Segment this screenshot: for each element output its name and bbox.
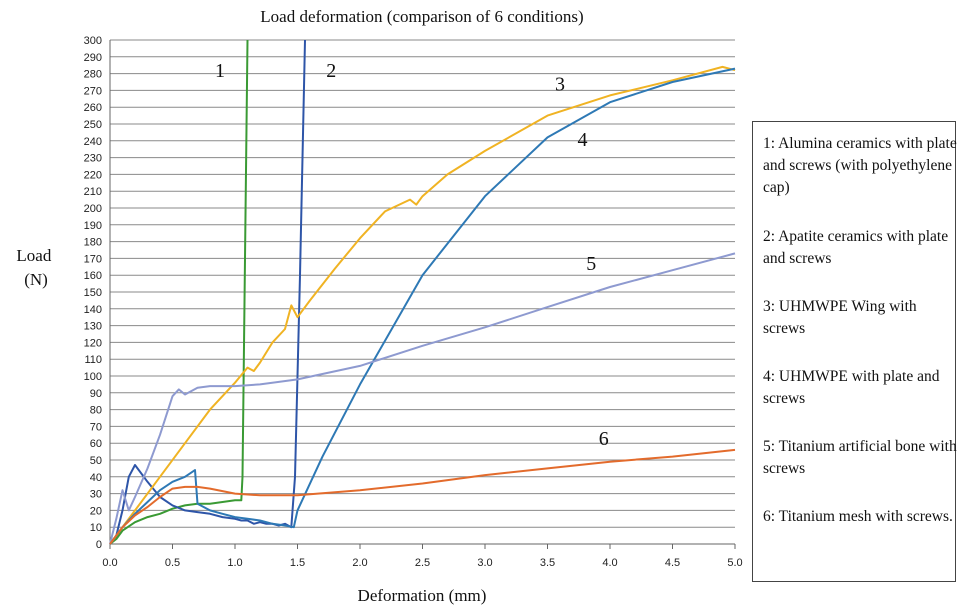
y-tick-label: 300 <box>84 35 102 47</box>
y-tick-label: 230 <box>84 153 102 165</box>
series-label-1: 1 <box>215 60 225 82</box>
x-tick-label: 4.5 <box>665 557 680 569</box>
x-tick-label: 0.5 <box>165 557 180 569</box>
x-tick-label: 3.0 <box>477 557 492 569</box>
y-tick-label: 280 <box>84 69 102 81</box>
series-lines <box>109 39 736 545</box>
series-labels: 1 2 3 4 5 6 <box>215 60 609 450</box>
y-tick-label: 40 <box>90 472 102 484</box>
series-label-5: 5 <box>586 253 596 275</box>
y-tick-label: 50 <box>90 455 102 467</box>
y-tick-label: 150 <box>84 287 102 299</box>
y-tick-label: 30 <box>90 489 102 501</box>
legend: 1: Alumina ceramics with plate and screw… <box>752 121 957 582</box>
legend-entry-2: 2: Apatite ceramics with plate and screw… <box>763 228 949 267</box>
series-label-2: 2 <box>326 60 336 82</box>
y-tick-label: 120 <box>84 337 102 349</box>
y-tick-label: 270 <box>84 85 102 97</box>
y-tick-label: 60 <box>90 438 102 450</box>
x-tick-label: 2.5 <box>415 557 430 569</box>
axes: 0102030405060708090100110120130140150160… <box>84 35 743 569</box>
legend-entry-5: 5: Titanium artificial bone with screws <box>763 438 957 477</box>
legend-entry-1: 1: Alumina ceramics with plate and screw… <box>763 135 957 196</box>
legend-entry-3: 3: UHMWPE Wing with screws <box>763 298 917 337</box>
y-tick-label: 190 <box>84 220 102 232</box>
series-line-1 <box>109 39 249 545</box>
y-tick-label: 210 <box>84 186 102 198</box>
x-tick-label: 4.0 <box>602 557 617 569</box>
y-tick-label: 90 <box>90 388 102 400</box>
series-label-4: 4 <box>578 129 588 151</box>
y-tick-label: 70 <box>90 421 102 433</box>
x-tick-label: 1.5 <box>290 557 305 569</box>
x-tick-label: 5.0 <box>727 557 742 569</box>
series-line-2 <box>109 39 306 545</box>
y-tick-label: 140 <box>84 304 102 316</box>
x-tick-label: 2.0 <box>352 557 367 569</box>
y-tick-label: 160 <box>84 270 102 282</box>
legend-entry-4: 4: UHMWPE with plate and screws <box>763 368 940 407</box>
y-tick-label: 0 <box>96 539 102 551</box>
y-tick-label: 290 <box>84 52 102 64</box>
y-tick-label: 10 <box>90 522 102 534</box>
y-tick-label: 170 <box>84 253 102 265</box>
y-tick-label: 180 <box>84 237 102 249</box>
y-axis-label: Load (N) <box>16 246 55 289</box>
x-tick-label: 3.5 <box>540 557 555 569</box>
legend-entry-6: 6: Titanium mesh with screws. <box>763 508 953 525</box>
x-tick-label: 1.0 <box>227 557 242 569</box>
y-tick-label: 240 <box>84 136 102 148</box>
series-label-6: 6 <box>599 428 609 450</box>
y-tick-label: 250 <box>84 119 102 131</box>
grid <box>110 39 735 528</box>
series-line-5 <box>109 252 736 545</box>
y-tick-label: 80 <box>90 405 102 417</box>
y-tick-label: 20 <box>90 505 102 517</box>
y-tick-label: 130 <box>84 321 102 333</box>
chart-title: Load deformation (comparison of 6 condit… <box>260 7 583 26</box>
x-axis-label: Deformation (mm) <box>358 586 487 605</box>
y-tick-label: 100 <box>84 371 102 383</box>
series-line-4 <box>109 67 736 545</box>
y-tick-label: 260 <box>84 102 102 114</box>
x-tick-label: 0.0 <box>102 557 117 569</box>
y-tick-label: 220 <box>84 169 102 181</box>
y-tick-label: 110 <box>84 354 102 366</box>
series-label-3: 3 <box>555 73 565 95</box>
y-tick-label: 200 <box>84 203 102 215</box>
series-line-6 <box>109 448 736 545</box>
series-line-3 <box>109 65 736 545</box>
